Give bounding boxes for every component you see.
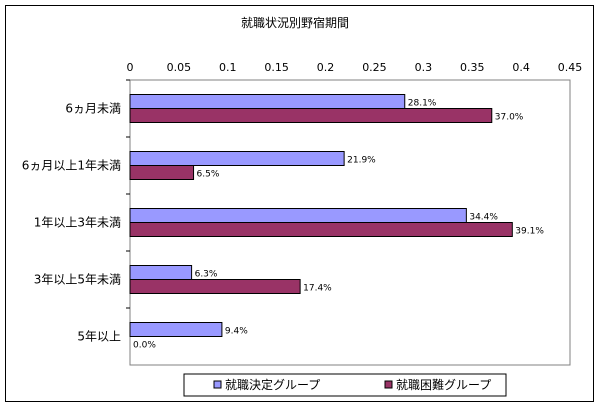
category-label: 6ヵ月未満 <box>65 102 121 116</box>
chart-title: 就職状況別野宿期間 <box>241 15 349 30</box>
data-label: 34.4% <box>469 213 498 223</box>
legend-box <box>183 373 507 397</box>
data-label: 21.9% <box>347 156 376 166</box>
legend-swatch <box>213 380 222 389</box>
bar-decided <box>129 94 406 109</box>
legend: 就職決定グループ 就職困難グループ <box>183 373 507 397</box>
data-labels: 28.1% 37.0% 21.9% 6.5% 34.4% 39.1% 6.3% 17.4% 9.… <box>133 99 544 351</box>
category-axis: 6ヵ月未満 6ヵ月以上1年未満 1年以上3年未満 3年以上5年未満 5年以上 <box>22 79 130 344</box>
x-axis-ticks: 0 0.05 0.1 0.15 0.2 0.25 0.3 0.35 0.4 0.45 <box>127 61 583 74</box>
x-tick-label: 0.35 <box>460 61 485 74</box>
bar-difficult <box>129 165 195 180</box>
data-label: 17.4% <box>303 284 332 294</box>
x-tick-label: 0.4 <box>512 61 530 74</box>
x-tick-label: 0.05 <box>167 61 192 74</box>
x-tick-label: 0 <box>127 61 134 74</box>
data-label: 37.0% <box>495 113 524 123</box>
data-label: 9.4% <box>225 327 248 337</box>
x-tick-label: 0.3 <box>415 61 433 74</box>
bar-difficult <box>129 108 493 123</box>
data-label: 0.0% <box>133 341 156 351</box>
bar-decided <box>129 208 467 223</box>
data-label: 39.1% <box>515 227 544 237</box>
x-tick-label: 0.15 <box>264 61 289 74</box>
legend-swatch <box>384 380 393 389</box>
bars <box>129 94 513 337</box>
data-label: 6.3% <box>195 270 218 280</box>
x-tick-label: 0.2 <box>317 61 335 74</box>
bar-decided <box>129 265 193 280</box>
legend-label: 就職決定グループ <box>225 377 320 392</box>
x-tick-label: 0.25 <box>362 61 387 74</box>
legend-label: 就職困難グループ <box>396 377 491 392</box>
data-label: 6.5% <box>197 170 220 180</box>
category-label: 5年以上 <box>77 330 121 344</box>
data-label: 28.1% <box>408 99 437 109</box>
category-label: 6ヵ月以上1年未満 <box>22 159 121 173</box>
x-tick-label: 0.1 <box>219 61 237 74</box>
category-label: 3年以上5年未満 <box>34 273 121 287</box>
bar-difficult <box>129 222 513 237</box>
x-tick-label: 0.45 <box>558 61 583 74</box>
bar-difficult <box>129 279 301 294</box>
bar-decided <box>129 322 223 337</box>
bar-decided <box>129 151 345 166</box>
category-label: 1年以上3年未満 <box>34 216 121 230</box>
